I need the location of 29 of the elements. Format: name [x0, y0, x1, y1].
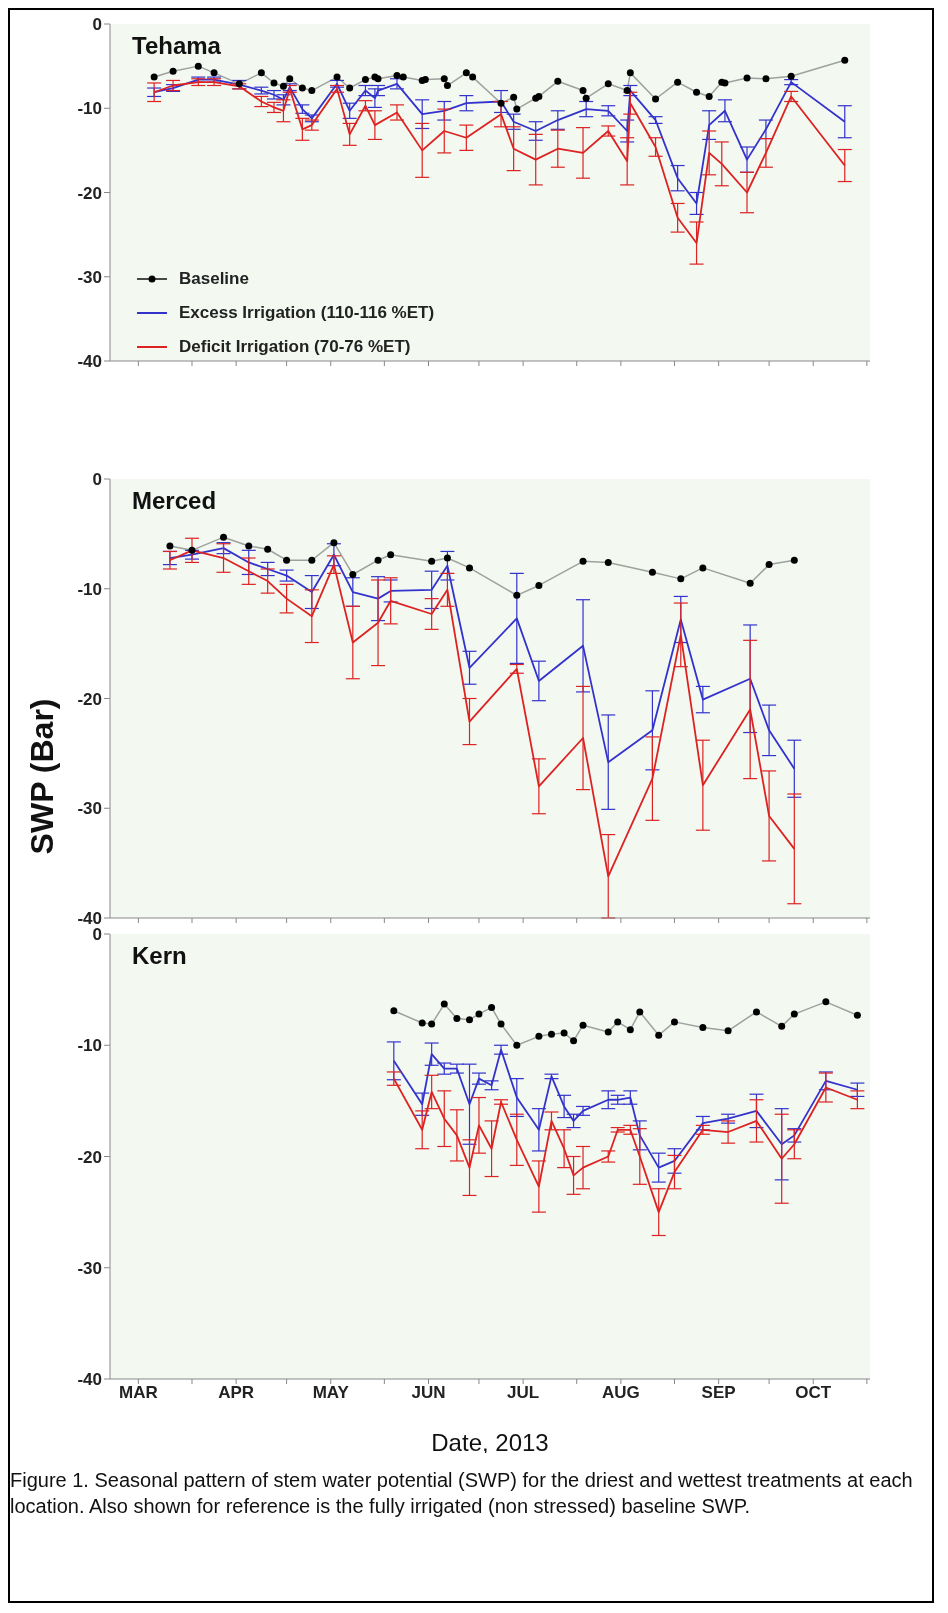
x-tick-label: APR — [218, 1383, 255, 1403]
y-tick-label: -10 — [77, 99, 102, 119]
x-tick-label: MAY — [312, 1383, 350, 1403]
legend-label: Baseline — [179, 268, 249, 290]
y-axis-title: SWP (Bar) — [24, 698, 61, 855]
chart-title: Merced — [132, 487, 217, 515]
y-tick-label: 0 — [92, 470, 102, 490]
y-tick-label: -40 — [77, 352, 102, 372]
y-tick-label: -30 — [77, 267, 102, 287]
x-tick-label: OCT — [795, 1383, 832, 1403]
y-tick-label: -40 — [77, 1370, 102, 1390]
y-tick-label: -10 — [77, 579, 102, 599]
chart-title: Tehama — [132, 32, 221, 60]
y-tick-label: -20 — [77, 1147, 102, 1167]
y-tick-label: -20 — [77, 183, 102, 203]
legend-label: Excess Irrigation (110-116 %ET) — [179, 302, 435, 324]
x-tick-label: JUN — [411, 1383, 446, 1403]
caption: Figure 1. Seasonal pattern of stem water potential (SWP) for the driest and wettest treatments at each location. Also shown for reference is the fully irrigated (non stressed) baseline SWP. — [10, 1468, 914, 1519]
x-tick-label: SEP — [701, 1383, 736, 1403]
legend-label: Deficit Irrigation (70-76 %ET) — [179, 336, 411, 358]
chart-title: Kern — [132, 942, 187, 970]
y-tick-label: -30 — [77, 1258, 102, 1278]
x-tick-label: MAR — [119, 1383, 158, 1403]
y-tick-label: -10 — [77, 1036, 102, 1056]
y-tick-label: -20 — [77, 689, 102, 709]
y-tick-label: -30 — [77, 799, 102, 819]
x-tick-label: AUG — [601, 1383, 640, 1403]
y-tick-label: 0 — [92, 15, 102, 35]
x-tick-label: JUL — [507, 1383, 540, 1403]
